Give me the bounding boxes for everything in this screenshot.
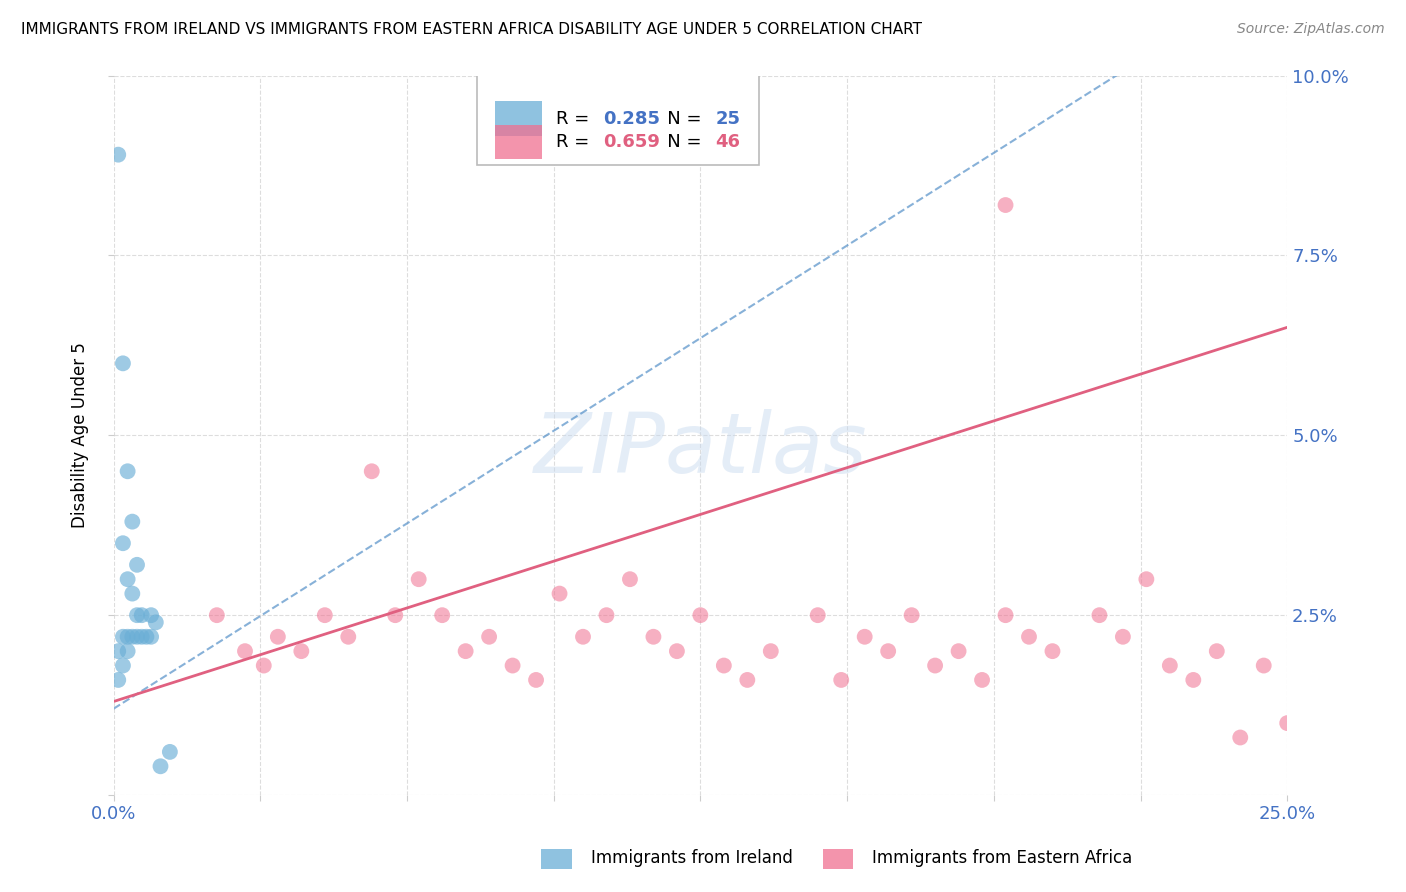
Text: Immigrants from Eastern Africa: Immigrants from Eastern Africa (872, 849, 1132, 867)
Point (1253, 658, 1275, 673)
Point (111, 630, 134, 644)
Point (139, 608, 162, 623)
Point (1018, 630, 1040, 644)
Point (689, 608, 711, 623)
Point (1277, 716, 1299, 731)
Point (1042, 644, 1064, 658)
Point (205, 608, 228, 623)
Point (1088, 608, 1111, 623)
Point (107, 644, 129, 658)
Point (125, 608, 148, 623)
Text: 0.285: 0.285 (603, 110, 659, 128)
Point (830, 673, 852, 687)
Point (111, 356, 134, 370)
Point (1205, 644, 1227, 658)
FancyBboxPatch shape (478, 72, 759, 165)
Y-axis label: Disability Age Under 5: Disability Age Under 5 (72, 343, 89, 528)
Point (131, 630, 153, 644)
Point (619, 572, 641, 586)
Point (117, 572, 139, 586)
Point (139, 630, 162, 644)
Point (478, 630, 501, 644)
Point (131, 608, 153, 623)
Point (121, 515, 143, 529)
Point (970, 673, 993, 687)
Point (665, 644, 688, 658)
Text: R =: R = (555, 110, 595, 128)
Point (548, 586, 571, 600)
Point (430, 608, 453, 623)
Point (572, 630, 595, 644)
Point (125, 558, 148, 572)
Point (253, 658, 276, 673)
Point (314, 608, 336, 623)
Point (117, 644, 139, 658)
Point (643, 630, 665, 644)
Text: 0.659: 0.659 (603, 133, 659, 151)
Text: N =: N = (650, 110, 707, 128)
Point (408, 572, 430, 586)
Point (595, 608, 617, 623)
Point (502, 658, 524, 673)
Point (125, 630, 148, 644)
Point (948, 644, 970, 658)
Point (107, 147, 129, 161)
Text: 46: 46 (716, 133, 741, 151)
Point (1112, 630, 1135, 644)
Point (454, 644, 477, 658)
Point (1135, 572, 1157, 586)
Point (135, 630, 157, 644)
Point (994, 198, 1017, 212)
Point (994, 608, 1017, 623)
Point (877, 644, 900, 658)
Point (807, 608, 830, 623)
Bar (495, 125, 541, 160)
Point (1182, 673, 1205, 687)
Point (384, 608, 406, 623)
Text: N =: N = (650, 133, 707, 151)
Text: Immigrants from Ireland: Immigrants from Ireland (591, 849, 793, 867)
Point (111, 536, 134, 550)
Point (267, 630, 290, 644)
Point (233, 644, 256, 658)
Point (337, 630, 360, 644)
Point (524, 673, 547, 687)
Point (145, 615, 167, 630)
Point (759, 644, 782, 658)
Bar (495, 102, 541, 136)
Text: R =: R = (555, 133, 595, 151)
Point (1159, 658, 1181, 673)
Point (159, 745, 181, 759)
Point (924, 658, 946, 673)
Text: IMMIGRANTS FROM IRELAND VS IMMIGRANTS FROM EASTERN AFRICA DISABILITY AGE UNDER 5: IMMIGRANTS FROM IRELAND VS IMMIGRANTS FR… (21, 22, 922, 37)
Point (900, 608, 922, 623)
Point (117, 630, 139, 644)
Point (290, 644, 312, 658)
Point (713, 658, 735, 673)
Point (360, 464, 382, 478)
Point (1229, 731, 1251, 745)
Point (121, 586, 143, 600)
Point (111, 658, 134, 673)
Point (121, 630, 143, 644)
Point (107, 673, 129, 687)
Point (853, 630, 876, 644)
Text: Source: ZipAtlas.com: Source: ZipAtlas.com (1237, 22, 1385, 37)
Text: ZIPatlas: ZIPatlas (533, 409, 868, 491)
Text: 25: 25 (716, 110, 741, 128)
Point (737, 673, 759, 687)
Point (149, 759, 172, 773)
Point (117, 464, 139, 478)
